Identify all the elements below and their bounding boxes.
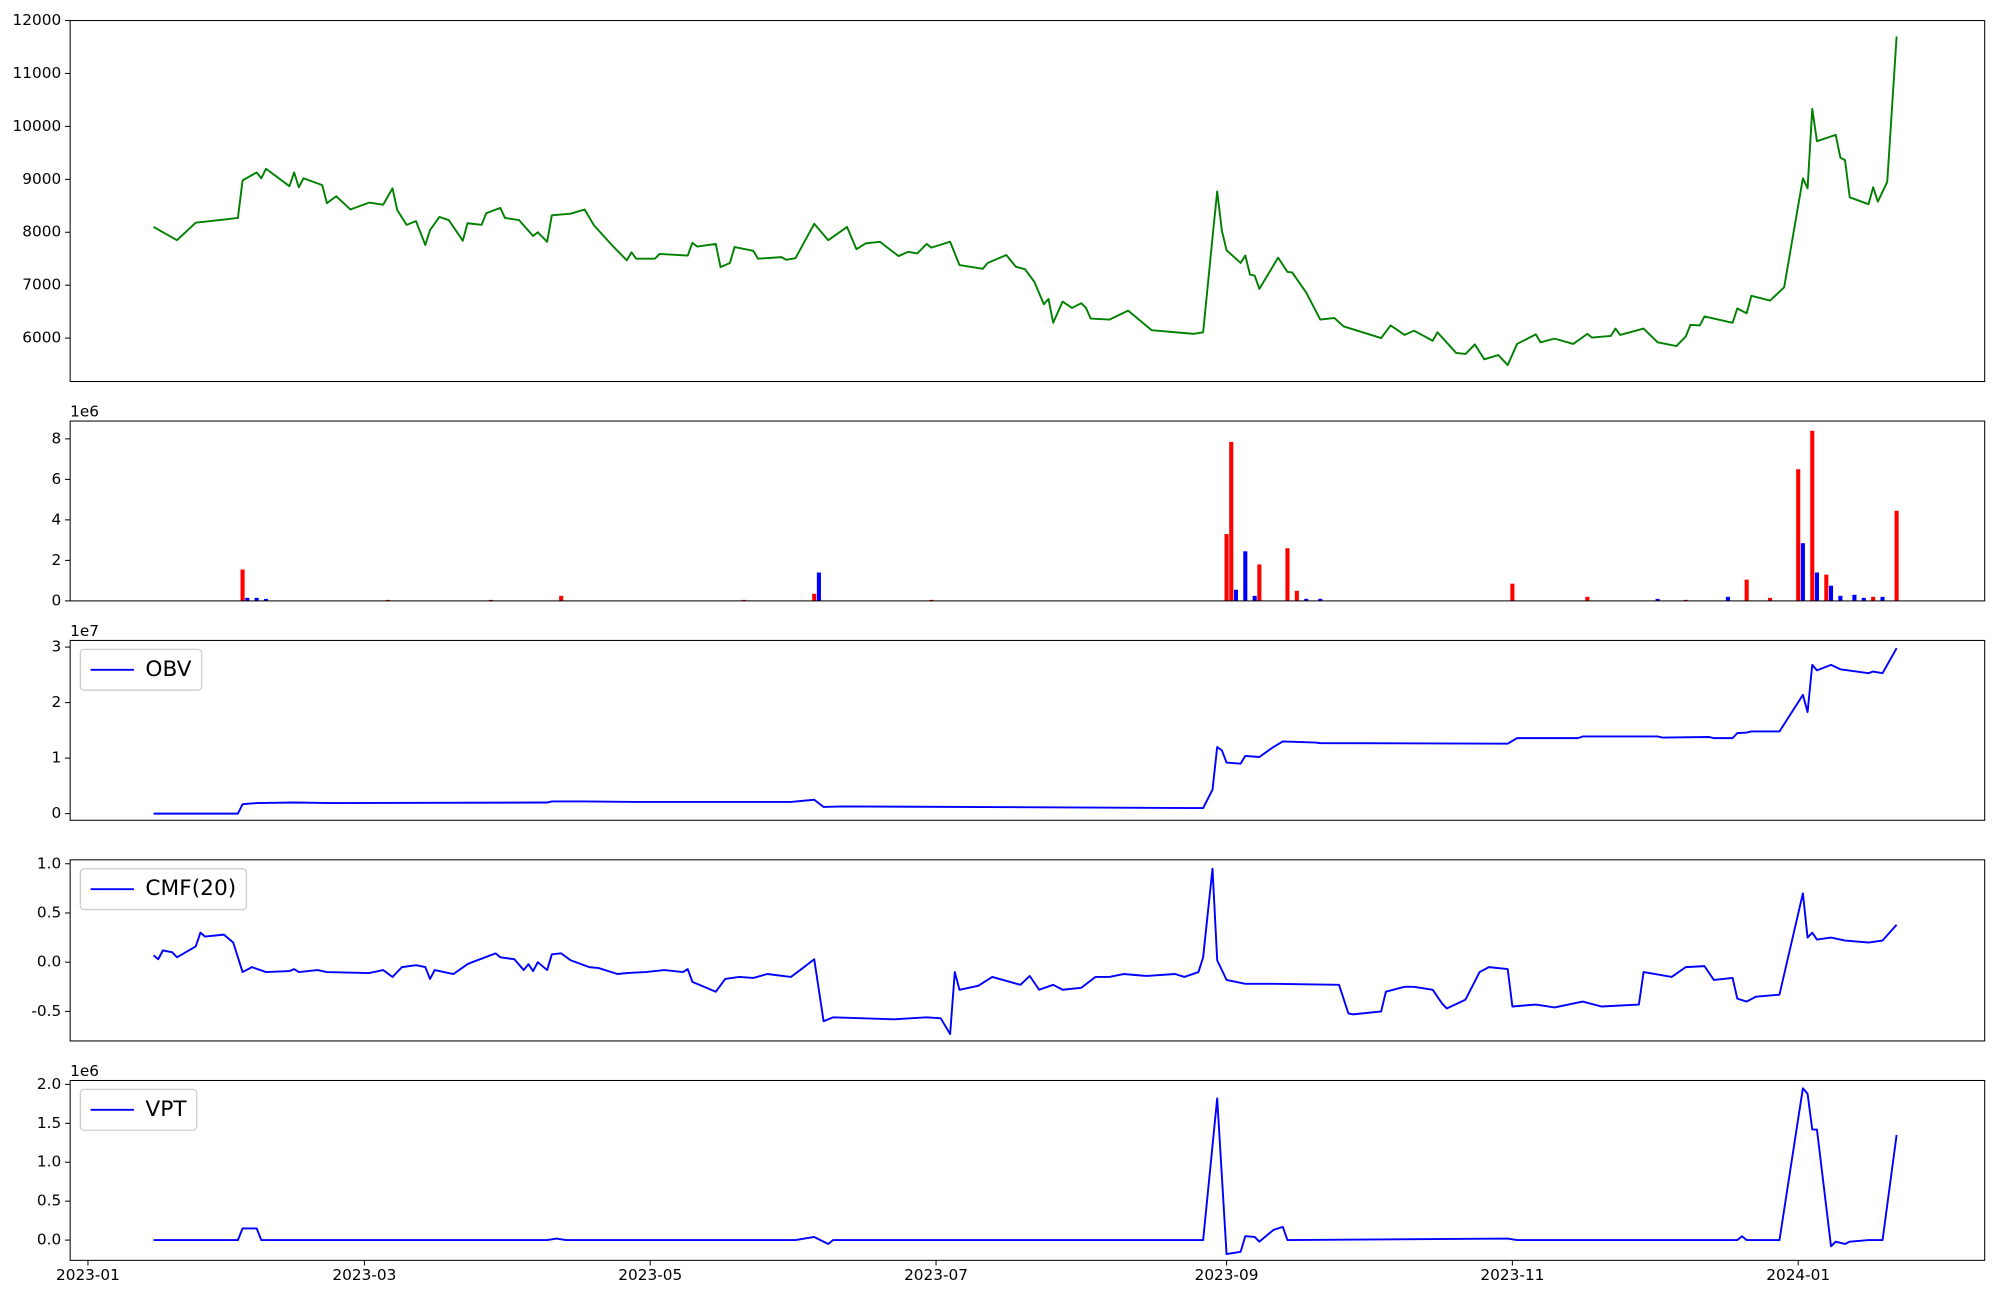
bar — [1252, 595, 1257, 601]
y-tick-label: 0.0 — [37, 953, 61, 971]
bar — [1744, 579, 1749, 601]
legend-label: OBV — [145, 657, 191, 682]
y-tick-label: 6000 — [22, 329, 61, 347]
y-tick-label: 4 — [51, 510, 61, 528]
bar — [1871, 596, 1876, 601]
x-tick-label: 2023-01 — [56, 1266, 120, 1284]
y-tick-label: 1.5 — [37, 1114, 61, 1132]
offset-label: 1e6 — [70, 1062, 99, 1080]
bar — [245, 597, 250, 601]
offset-label: 1e6 — [70, 403, 99, 421]
y-tick-label: 8000 — [22, 223, 61, 241]
x-tick-label: 2023-05 — [618, 1266, 682, 1284]
bar — [1880, 596, 1885, 601]
bar — [1304, 598, 1309, 601]
y-tick-label: 0 — [51, 804, 61, 822]
bar — [1294, 590, 1299, 601]
y-tick-label: 7000 — [22, 276, 61, 294]
x-tick-label: 2023-11 — [1480, 1266, 1544, 1284]
x-tick-label: 2023-07 — [904, 1266, 968, 1284]
bar — [812, 593, 817, 601]
axes-frame — [69, 639, 1986, 821]
y-tick-label: -0.5 — [31, 1002, 61, 1020]
y-tick-label: 12000 — [13, 11, 62, 29]
bar — [1824, 574, 1829, 601]
bar — [816, 572, 821, 601]
y-tick-label: 10000 — [13, 117, 62, 135]
bar — [1725, 596, 1730, 601]
legend — [79, 1088, 198, 1131]
y-tick-label: 0.5 — [37, 1192, 61, 1210]
bar — [1257, 564, 1262, 601]
bar — [1243, 551, 1248, 601]
bar — [1229, 441, 1234, 601]
legend — [79, 868, 248, 911]
y-tick-label: 3 — [51, 638, 61, 656]
bar — [1318, 598, 1323, 601]
y-tick-label: 0.0 — [37, 1231, 61, 1249]
bar — [263, 598, 269, 601]
axes-frame — [69, 420, 1986, 602]
axes-frame — [69, 1079, 1986, 1261]
bar — [559, 595, 564, 601]
bar — [1510, 583, 1515, 601]
y-tick-label: 2 — [51, 693, 61, 711]
legend-label: CMF(20) — [145, 876, 236, 901]
x-tick-label: 2023-03 — [332, 1266, 396, 1284]
bar — [1828, 585, 1834, 601]
bar — [1894, 510, 1899, 601]
bar — [240, 569, 245, 601]
legend-label: VPT — [145, 1097, 187, 1122]
offset-label: 1e7 — [70, 622, 99, 640]
line-series — [152, 867, 1898, 1036]
y-tick-label: 2.0 — [37, 1075, 61, 1093]
axes-frame — [69, 20, 1986, 383]
x-tick-label: 2023-09 — [1195, 1266, 1259, 1284]
bar — [1838, 595, 1843, 601]
y-tick-label: 8 — [51, 429, 61, 447]
bar — [1224, 534, 1229, 601]
x-tick-label: 2024-01 — [1766, 1266, 1830, 1284]
y-tick-label: 11000 — [13, 64, 62, 82]
line-series — [153, 1087, 1898, 1256]
bar — [1814, 572, 1819, 601]
bar — [1285, 548, 1290, 601]
y-tick-label: 6 — [51, 470, 61, 488]
bar — [1585, 596, 1590, 601]
y-tick-label: 2 — [51, 551, 61, 569]
bar — [1655, 598, 1660, 601]
y-tick-label: 1 — [51, 749, 61, 767]
line-series — [153, 647, 1898, 815]
bar — [1768, 597, 1773, 601]
y-tick-label: 0.5 — [37, 903, 61, 921]
bar — [254, 597, 259, 601]
legend — [79, 648, 203, 691]
y-tick-label: 1.0 — [37, 1153, 61, 1171]
bar — [1861, 597, 1866, 601]
y-tick-label: 0 — [51, 591, 61, 609]
bar — [1800, 543, 1805, 601]
axes-frame — [69, 859, 1986, 1042]
y-tick-label: 9000 — [22, 170, 61, 188]
bar — [1796, 469, 1801, 601]
bar — [1852, 594, 1857, 601]
bar — [1810, 430, 1815, 601]
line-series — [153, 36, 1898, 367]
y-tick-label: 1.0 — [37, 854, 61, 872]
bar — [1233, 589, 1238, 601]
